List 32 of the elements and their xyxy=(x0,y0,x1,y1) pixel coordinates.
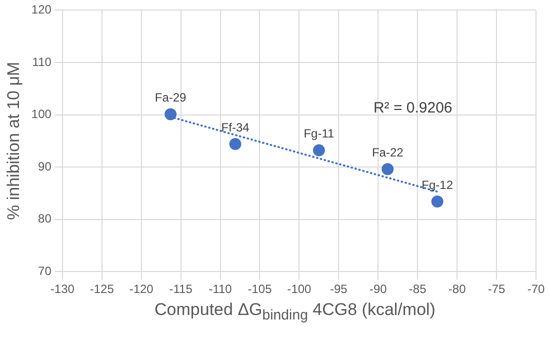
x-tick-label: -95 xyxy=(330,282,348,296)
x-tick-label: -70 xyxy=(527,282,545,296)
x-tick-label: -130 xyxy=(50,282,75,296)
point xyxy=(312,144,325,156)
annotation: Fg-11 xyxy=(304,126,334,141)
x-axis-title: Computed ΔG$_{binding}$ 4CG8 (kcal/mol) xyxy=(154,300,436,324)
annotation: Fg-12 xyxy=(422,178,454,192)
x-tick-label: -75 xyxy=(488,282,506,296)
point xyxy=(164,108,177,120)
annotation: Ff-34 xyxy=(221,120,250,134)
y-tick-label: 70 xyxy=(38,264,52,278)
annotation: R² = 0.9206 xyxy=(373,99,452,116)
x-tick-label: -125 xyxy=(90,282,114,296)
y-axis-title: % inhibition at 10 μM xyxy=(4,62,23,220)
point xyxy=(431,196,444,208)
annotation: Fa-22 xyxy=(372,145,404,160)
y-tick-label: 100 xyxy=(31,107,52,122)
y-tick-label: 90 xyxy=(38,159,52,174)
annotation: Fa-29 xyxy=(154,90,187,105)
x-tick-label: -85 xyxy=(408,282,427,296)
point xyxy=(382,163,394,176)
y-tick-label: 80 xyxy=(38,212,52,226)
point xyxy=(229,138,242,150)
x-tick-label: -115 xyxy=(169,282,193,296)
x-tick-label: -100 xyxy=(287,282,312,296)
y-tick-label: 110 xyxy=(32,54,52,69)
x-tick-label: -120 xyxy=(129,282,154,296)
x-tick-label: -80 xyxy=(448,282,466,296)
x-tick-label: -90 xyxy=(369,282,388,296)
x-tick-label: -105 xyxy=(248,282,272,296)
y-tick-label: 120 xyxy=(31,2,52,17)
x-tick-label: -110 xyxy=(208,282,232,296)
